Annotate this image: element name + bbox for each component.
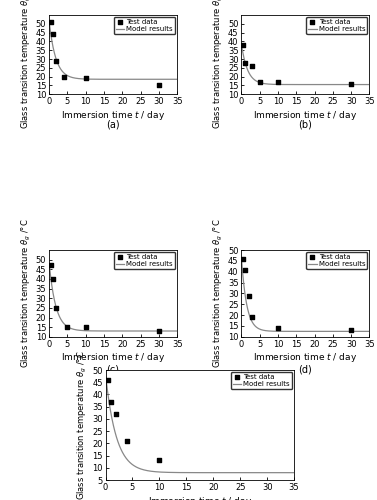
Test data xyxy=(50,275,56,283)
Model results xyxy=(108,328,112,334)
Model results xyxy=(123,76,128,82)
Test data xyxy=(245,292,251,300)
Test data xyxy=(64,323,70,331)
Test data xyxy=(249,62,255,70)
Y-axis label: Glass transition temperature $\theta_g$ /°C: Glass transition temperature $\theta_g$ … xyxy=(20,0,33,130)
Model results xyxy=(364,82,369,87)
Test data xyxy=(48,18,54,26)
Line: Model results: Model results xyxy=(49,22,177,80)
Test data xyxy=(249,314,255,322)
Test data xyxy=(240,254,246,262)
Model results xyxy=(239,42,244,48)
Model results xyxy=(344,82,349,87)
Test data xyxy=(124,437,130,445)
Model results xyxy=(301,328,305,334)
Y-axis label: Glass transition temperature $\theta_g$ /°C: Glass transition temperature $\theta_g$ … xyxy=(20,218,33,368)
Model results xyxy=(292,470,296,476)
Model results xyxy=(300,328,305,334)
Test data xyxy=(108,398,114,406)
Model results xyxy=(152,76,156,82)
Line: Model results: Model results xyxy=(49,264,177,331)
Test data xyxy=(53,57,59,65)
Test data xyxy=(275,324,281,332)
Legend: Test data, Model results: Test data, Model results xyxy=(306,252,367,270)
Test data xyxy=(242,58,248,66)
X-axis label: Immersion time $t$ / day: Immersion time $t$ / day xyxy=(61,352,165,364)
Test data xyxy=(61,72,67,80)
Legend: Test data, Model results: Test data, Model results xyxy=(231,372,292,390)
Text: (b): (b) xyxy=(299,120,312,130)
Model results xyxy=(301,82,305,87)
Test data xyxy=(275,78,281,86)
Y-axis label: Glass transition temperature $\theta_g$ /°C: Glass transition temperature $\theta_g$ … xyxy=(212,218,225,368)
Test data xyxy=(53,304,59,312)
Test data xyxy=(156,456,162,464)
Model results xyxy=(109,328,113,334)
Model results xyxy=(175,76,179,82)
Test data xyxy=(105,376,111,384)
Legend: Test data, Model results: Test data, Model results xyxy=(114,252,175,270)
Model results xyxy=(104,374,108,380)
Y-axis label: Glass transition temperature $\theta_g$ /°C: Glass transition temperature $\theta_g$ … xyxy=(76,350,89,500)
Model results xyxy=(316,328,320,334)
Model results xyxy=(344,328,349,334)
X-axis label: Immersion time $t$ / day: Immersion time $t$ / day xyxy=(61,109,165,122)
Text: (c): (c) xyxy=(107,364,120,374)
Model results xyxy=(109,76,113,82)
Model results xyxy=(367,82,372,87)
Model results xyxy=(194,470,199,476)
Model results xyxy=(116,76,121,82)
Model results xyxy=(172,76,176,82)
Y-axis label: Glass transition temperature $\theta_g$ /°C: Glass transition temperature $\theta_g$ … xyxy=(212,0,225,130)
Model results xyxy=(47,19,51,25)
Model results xyxy=(205,470,210,476)
Test data xyxy=(257,78,263,86)
Model results xyxy=(216,470,220,476)
Test data xyxy=(242,266,248,274)
Test data xyxy=(348,80,354,88)
Model results xyxy=(239,255,244,261)
Model results xyxy=(193,470,198,476)
Line: Model results: Model results xyxy=(241,258,369,332)
Model results xyxy=(367,328,372,334)
Text: (d): (d) xyxy=(299,364,312,374)
Test data xyxy=(50,30,56,38)
Test data xyxy=(113,410,120,418)
Legend: Test data, Model results: Test data, Model results xyxy=(114,17,175,34)
Model results xyxy=(308,82,313,87)
Text: (a): (a) xyxy=(106,120,120,130)
Model results xyxy=(258,470,262,476)
Test data xyxy=(240,41,246,49)
Test data xyxy=(156,82,162,90)
Test data xyxy=(83,323,89,331)
Model results xyxy=(287,470,292,476)
Model results xyxy=(152,328,156,334)
Model results xyxy=(116,328,121,334)
Test data xyxy=(83,74,89,82)
Model results xyxy=(108,76,112,82)
Model results xyxy=(175,328,179,334)
Test data xyxy=(48,262,54,270)
Model results xyxy=(308,328,313,334)
Model results xyxy=(172,328,176,334)
X-axis label: Immersion time $t$ / day: Immersion time $t$ / day xyxy=(253,352,357,364)
Model results xyxy=(47,260,51,266)
Line: Model results: Model results xyxy=(106,378,294,472)
Model results xyxy=(364,328,369,334)
Model results xyxy=(316,82,320,87)
X-axis label: Immersion time $t$ / day: Immersion time $t$ / day xyxy=(148,494,252,500)
Line: Model results: Model results xyxy=(241,44,369,84)
Legend: Test data, Model results: Test data, Model results xyxy=(306,17,367,34)
Test data xyxy=(348,326,354,334)
Test data xyxy=(156,327,162,335)
Model results xyxy=(123,328,128,334)
Model results xyxy=(300,82,305,87)
X-axis label: Immersion time $t$ / day: Immersion time $t$ / day xyxy=(253,109,357,122)
